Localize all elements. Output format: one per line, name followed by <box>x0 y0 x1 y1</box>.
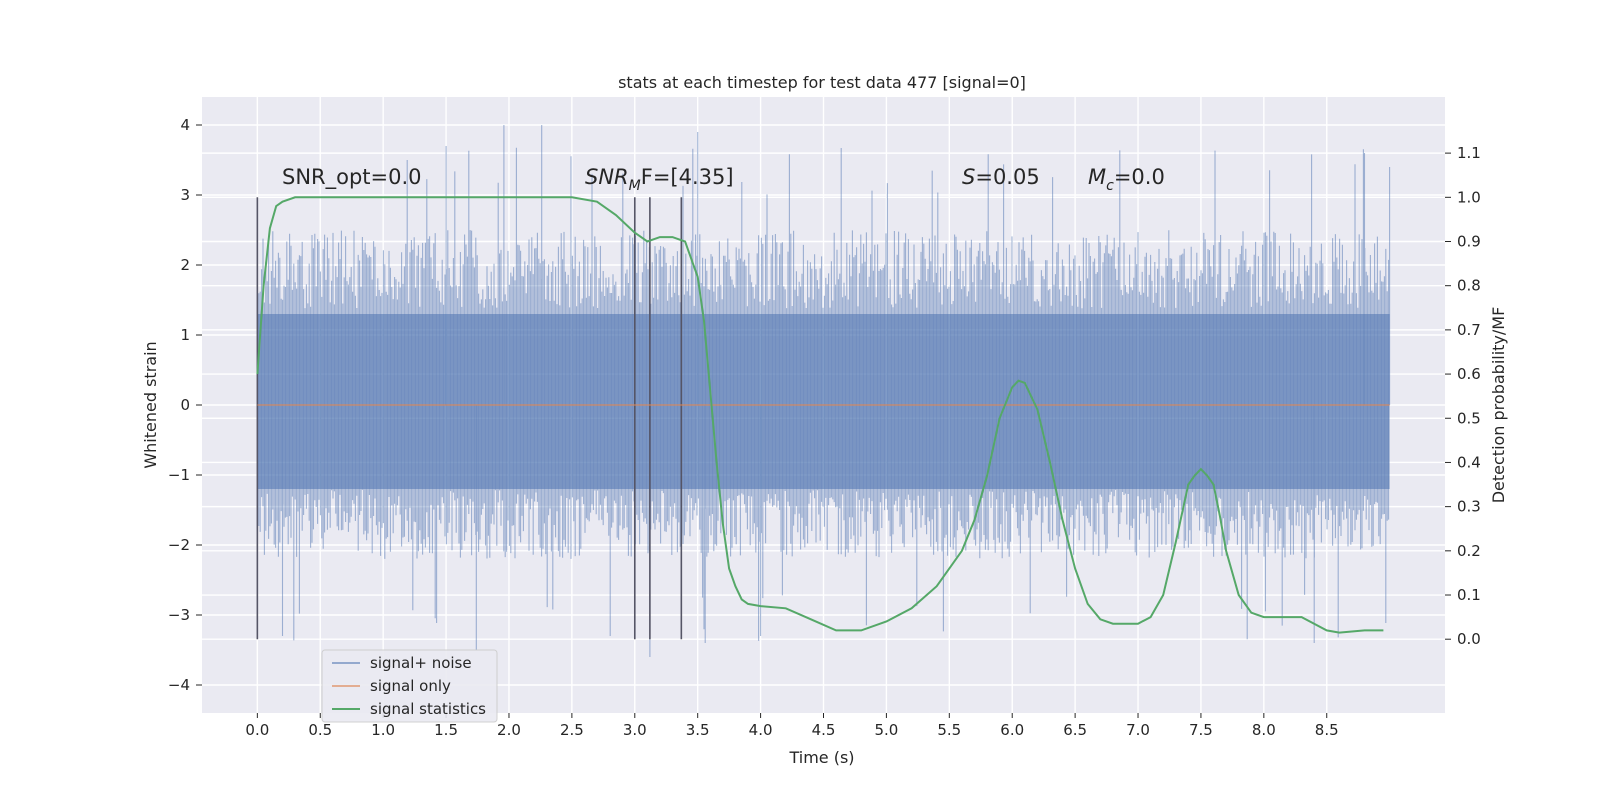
y-tick-label: 0 <box>180 396 190 414</box>
y2-tick-label: 0.4 <box>1457 453 1481 471</box>
x-tick-label: 4.0 <box>749 721 773 739</box>
y-tick-label: −3 <box>168 606 190 624</box>
x-tick-label: 7.5 <box>1189 721 1213 739</box>
y-tick-label: 1 <box>180 326 190 344</box>
annotation-mc: Mc=0.0 <box>1088 165 1165 194</box>
legend: signal+ noise signal only signal statist… <box>321 649 498 723</box>
x-tick-label: 1.0 <box>371 721 395 739</box>
legend-label-signal: signal only <box>370 677 451 695</box>
x-tick-label: 4.5 <box>812 721 836 739</box>
y-tick-label: −4 <box>168 676 190 694</box>
y2-tick-label: 0.8 <box>1457 277 1481 295</box>
annotation-mc-main: M <box>1088 165 1106 189</box>
annotation-mc-sub: c <box>1106 178 1114 194</box>
vertical-markers <box>256 197 683 640</box>
annotation-snr-mf-main: SNR <box>585 165 629 189</box>
x-axis-label: Time (s) <box>788 748 854 767</box>
legend-box <box>321 649 498 723</box>
series-lines <box>256 196 1390 634</box>
x-tick-label: 8.0 <box>1252 721 1276 739</box>
y-tick-label: 2 <box>180 256 190 274</box>
annotation-s-rest: =0.05 <box>975 165 1039 189</box>
x-tick-label: 1.5 <box>434 721 458 739</box>
y-tick-label: 3 <box>180 186 190 204</box>
y-tick-label: 4 <box>180 116 190 134</box>
y2-tick-label: 0.1 <box>1457 586 1481 604</box>
annotation-snr-mf: SNRMF=[4.35] <box>585 165 734 194</box>
y-axis-label: Whitened strain <box>141 341 160 468</box>
annotation-snr-mf-sub: M <box>629 178 641 194</box>
annotation-s: S=0.05 <box>962 165 1040 189</box>
y2-tick-label: 0.2 <box>1457 542 1481 560</box>
x-tick-label: 5.0 <box>874 721 898 739</box>
y-tick-label: −2 <box>168 536 190 554</box>
x-tick-label: 8.5 <box>1315 721 1339 739</box>
legend-label-stats: signal statistics <box>370 700 486 718</box>
y2-tick-label: 0.0 <box>1457 630 1481 648</box>
x-tick-label: 2.0 <box>497 721 521 739</box>
tick-labels: 0.0 0.5 1.0 1.5 2.0 2.5 3.0 3.5 4.0 4.5 5.0 5.5 6.0 6… <box>168 116 1481 739</box>
y2-tick-label: 0.6 <box>1457 365 1481 383</box>
x-tick-label: 6.5 <box>1063 721 1087 739</box>
y2-tick-label: 0.9 <box>1457 232 1481 250</box>
x-tick-label: 3.0 <box>623 721 647 739</box>
x-tick-label: 6.0 <box>1000 721 1024 739</box>
x-tick-label: 3.5 <box>686 721 710 739</box>
y-tick-label: −1 <box>168 466 190 484</box>
x-tick-label: 0.0 <box>245 721 269 739</box>
noise-trace <box>256 125 1391 657</box>
x-tick-label: 7.0 <box>1126 721 1150 739</box>
annotation-mc-rest: =0.0 <box>1114 165 1165 189</box>
x-tick-label: 5.5 <box>937 721 961 739</box>
x-tick-label: 0.5 <box>308 721 332 739</box>
y2-tick-label: 1.1 <box>1457 144 1481 162</box>
signal-statistics-line <box>256 196 1384 634</box>
y2-axis-label: Detection probability/MF <box>1489 307 1508 504</box>
annotation-snr-opt: SNR_opt=0.0 <box>282 165 422 190</box>
y2-tick-label: 1.0 <box>1457 188 1481 206</box>
y2-tick-label: 0.3 <box>1457 498 1481 516</box>
y2-tick-label: 0.5 <box>1457 409 1481 427</box>
annotation-s-main: S <box>962 165 975 189</box>
y2-tick-label: 0.7 <box>1457 321 1481 339</box>
legend-label-noise: signal+ noise <box>370 654 472 672</box>
chart-title: stats at each timestep for test data 477… <box>618 73 1026 92</box>
annotation-snr-mf-rest: F=[4.35] <box>641 165 734 189</box>
x-tick-label: 2.5 <box>560 721 584 739</box>
